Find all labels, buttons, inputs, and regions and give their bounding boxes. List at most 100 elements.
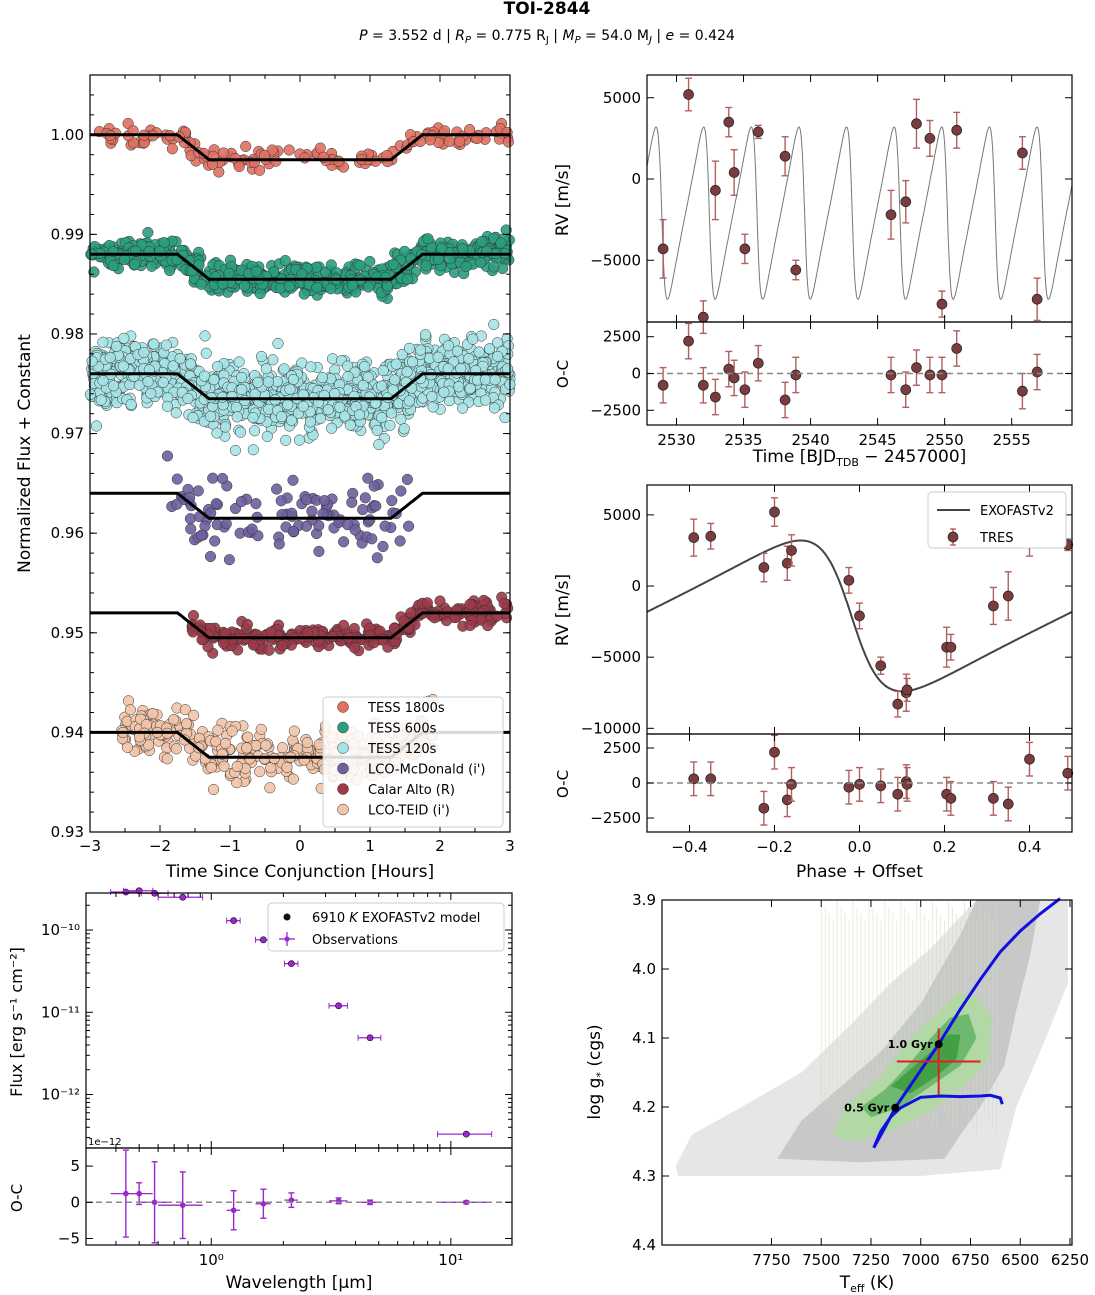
data-point bbox=[275, 495, 287, 507]
data-point bbox=[254, 164, 266, 176]
data-point bbox=[265, 626, 277, 638]
residual-y-tick-label: −2500 bbox=[590, 401, 641, 419]
data-point bbox=[442, 340, 455, 352]
series-tess-120s bbox=[84, 318, 516, 456]
residual-point bbox=[911, 362, 922, 373]
residual-y-tick-label: 0 bbox=[70, 1193, 80, 1211]
x-tick-label: 2550 bbox=[926, 431, 964, 449]
figure-title: TOI-2844 bbox=[504, 0, 591, 19]
model-line bbox=[90, 252, 510, 281]
rv-point bbox=[697, 311, 709, 323]
residual-point bbox=[179, 1202, 186, 1208]
data-point bbox=[281, 761, 293, 773]
legend-box bbox=[927, 491, 1067, 549]
y-tick-label: 10⁻¹¹ bbox=[41, 1003, 80, 1021]
data-point bbox=[204, 550, 217, 563]
y-tick-label: 5000 bbox=[603, 506, 641, 524]
data-point bbox=[314, 412, 326, 425]
data-point bbox=[276, 639, 288, 652]
y-axis-label: Normalized Flux + Constant bbox=[15, 334, 35, 573]
data-point bbox=[422, 233, 434, 245]
data-point bbox=[359, 492, 371, 504]
x-tick-label: −3 bbox=[79, 837, 101, 855]
data-point bbox=[287, 373, 299, 386]
data-point bbox=[274, 282, 286, 294]
data-point bbox=[145, 387, 157, 400]
residual-point bbox=[885, 369, 897, 381]
data-point bbox=[161, 400, 173, 412]
data-point bbox=[453, 381, 465, 393]
legend-label: TRES bbox=[979, 531, 1013, 546]
rv-point bbox=[752, 126, 764, 138]
data-point bbox=[200, 347, 212, 359]
data-point bbox=[231, 760, 243, 773]
data-point bbox=[143, 739, 155, 751]
data-point bbox=[260, 363, 272, 375]
data-point bbox=[233, 160, 245, 173]
data-point bbox=[304, 416, 316, 428]
data-point bbox=[212, 360, 224, 373]
x-tick-label: 1 bbox=[365, 837, 375, 855]
observation-point bbox=[335, 1002, 342, 1009]
data-point bbox=[219, 421, 231, 433]
data-point bbox=[179, 704, 191, 716]
data-point bbox=[384, 419, 396, 431]
data-point bbox=[147, 708, 159, 720]
rv-point bbox=[657, 243, 669, 255]
transit-panel: −3 −2 −1 0 1 2 3 0.93 0.94 0.95 0.96 0.97 0.98 0.99 1.… bbox=[15, 74, 516, 882]
rv-point bbox=[1031, 293, 1043, 305]
data-point bbox=[239, 395, 251, 407]
data-point bbox=[184, 513, 196, 525]
rv-point bbox=[723, 116, 735, 128]
data-point bbox=[394, 535, 406, 547]
data-point bbox=[210, 498, 222, 510]
data-point bbox=[415, 344, 427, 356]
data-point bbox=[484, 343, 496, 355]
data-point bbox=[168, 714, 180, 726]
rv-model-line bbox=[646, 539, 1073, 693]
y-tick-label: 0 bbox=[631, 170, 641, 188]
data-point bbox=[247, 444, 259, 456]
data-point bbox=[491, 337, 503, 349]
x-tick-label: 0.2 bbox=[933, 838, 957, 856]
residual-point bbox=[901, 779, 913, 790]
data-point bbox=[379, 520, 391, 532]
data-point bbox=[212, 724, 224, 736]
data-point bbox=[498, 597, 510, 609]
x-tick-label: 2530 bbox=[657, 431, 695, 449]
residual-y-tick-label: 5 bbox=[70, 1157, 80, 1175]
offset-label: 1e−12 bbox=[88, 1137, 122, 1148]
legend-obs-marker bbox=[284, 936, 290, 942]
rv-point bbox=[936, 298, 948, 310]
data-point bbox=[457, 243, 469, 255]
data-point bbox=[318, 495, 330, 507]
data-point bbox=[420, 260, 432, 272]
x-tick-label: −2 bbox=[149, 837, 171, 855]
x-axis-label: Teff (K) bbox=[839, 1273, 895, 1295]
residual-point bbox=[781, 794, 793, 806]
data-point bbox=[300, 520, 313, 532]
rv-point bbox=[843, 574, 855, 586]
data-point bbox=[198, 370, 210, 382]
data-point bbox=[218, 147, 230, 159]
residual-point bbox=[779, 394, 791, 406]
data-point bbox=[283, 280, 295, 292]
y-axis-label: RV [m/s] bbox=[553, 164, 573, 236]
data-point bbox=[107, 260, 119, 272]
observation-point bbox=[260, 937, 267, 943]
data-point bbox=[90, 420, 103, 432]
residual-point bbox=[728, 372, 740, 384]
data-point bbox=[460, 261, 472, 273]
observation-point bbox=[230, 917, 237, 924]
rv-point bbox=[945, 641, 957, 653]
data-point bbox=[464, 382, 476, 395]
data-point bbox=[216, 472, 229, 485]
rv-point bbox=[1002, 590, 1014, 602]
data-point bbox=[371, 552, 383, 564]
data-point bbox=[164, 264, 176, 277]
legend-label: TESS 120s bbox=[367, 742, 437, 757]
y-tick-label: 0.99 bbox=[51, 225, 84, 243]
y-tick-label: 0.96 bbox=[51, 524, 84, 542]
data-point bbox=[233, 356, 245, 368]
